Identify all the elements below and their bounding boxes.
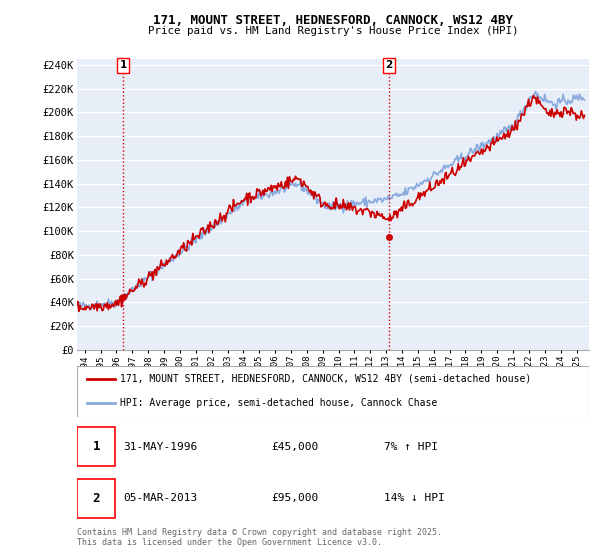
Text: 05-MAR-2013: 05-MAR-2013 (123, 493, 197, 503)
Text: 31-MAY-1996: 31-MAY-1996 (123, 441, 197, 451)
FancyBboxPatch shape (77, 427, 115, 466)
Text: £45,000: £45,000 (272, 441, 319, 451)
FancyBboxPatch shape (77, 479, 115, 518)
FancyBboxPatch shape (77, 366, 589, 417)
Text: 2: 2 (385, 60, 392, 70)
Text: 1: 1 (92, 440, 100, 453)
Text: Contains HM Land Registry data © Crown copyright and database right 2025.
This d: Contains HM Land Registry data © Crown c… (77, 528, 442, 547)
Text: 1: 1 (119, 60, 127, 70)
Text: 7% ↑ HPI: 7% ↑ HPI (384, 441, 438, 451)
Text: £95,000: £95,000 (272, 493, 319, 503)
Text: 2: 2 (92, 492, 100, 505)
Text: 14% ↓ HPI: 14% ↓ HPI (384, 493, 445, 503)
Text: 171, MOUNT STREET, HEDNESFORD, CANNOCK, WS12 4BY (semi-detached house): 171, MOUNT STREET, HEDNESFORD, CANNOCK, … (121, 374, 532, 384)
Text: 171, MOUNT STREET, HEDNESFORD, CANNOCK, WS12 4BY: 171, MOUNT STREET, HEDNESFORD, CANNOCK, … (153, 14, 513, 27)
Text: HPI: Average price, semi-detached house, Cannock Chase: HPI: Average price, semi-detached house,… (121, 398, 437, 408)
Text: Price paid vs. HM Land Registry's House Price Index (HPI): Price paid vs. HM Land Registry's House … (148, 26, 518, 36)
